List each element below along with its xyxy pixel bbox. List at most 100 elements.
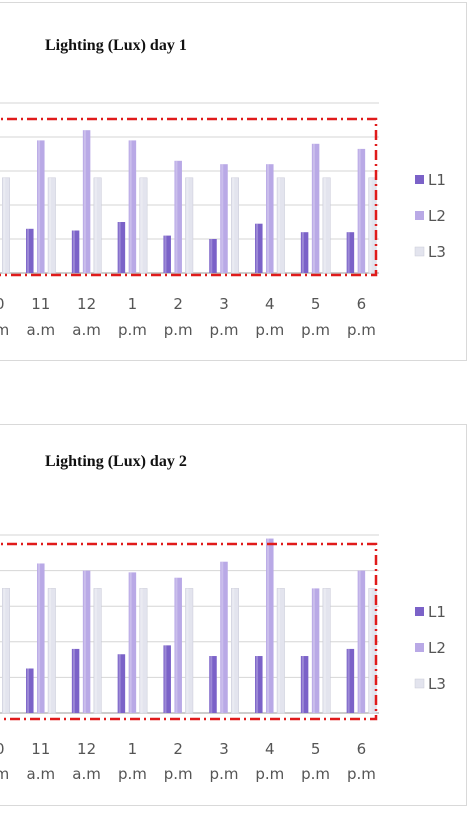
legend-label-L2: L2 — [428, 639, 446, 657]
legend-swatch-L1 — [415, 175, 424, 184]
bar-highlight — [186, 588, 189, 713]
series-L3 — [2, 177, 377, 274]
bar-highlight — [369, 588, 372, 713]
x-tick-sublabel: p.m — [301, 765, 330, 783]
bar-highlight — [129, 572, 132, 713]
x-tick-sublabel: p.m — [118, 765, 147, 783]
bar-L1-2 — [71, 648, 80, 713]
bar-L2-2 — [82, 570, 91, 713]
bar-L3-0 — [2, 177, 10, 274]
x-tick-label: 11 — [31, 740, 50, 758]
bar-L1-8 — [346, 232, 355, 273]
bar-L3-4 — [185, 177, 194, 274]
bar-highlight — [94, 588, 97, 713]
bar-highlight — [267, 538, 270, 713]
series-L2 — [37, 130, 366, 273]
bar-highlight — [256, 223, 259, 273]
bar-L2-6 — [266, 538, 274, 713]
bar-highlight — [221, 164, 224, 273]
x-tick-sublabel: p.m — [301, 321, 330, 339]
bar-L1-5 — [209, 239, 217, 273]
x-tick-label: 10 — [0, 295, 5, 313]
bar-highlight — [27, 228, 30, 273]
chart-panel-day2: Lighting (Lux) day 2 10 a.m 11 a.m 12 a.m 1 p.m… — [0, 424, 467, 806]
bar-L3-6 — [276, 588, 285, 714]
chart-title: Lighting (Lux) day 1 — [45, 37, 187, 54]
bar-highlight — [221, 561, 224, 713]
bar-L1-5 — [209, 656, 217, 713]
series-L1 — [26, 645, 355, 713]
x-tick-sublabel: a.m — [72, 765, 101, 783]
highlight-box — [0, 117, 378, 277]
series-L2 — [37, 538, 366, 713]
bar-L3-3 — [139, 588, 148, 714]
bar-highlight — [369, 177, 372, 273]
x-tick-label: 4 — [265, 295, 275, 313]
legend-swatch-L3 — [414, 246, 425, 257]
bar-highlight — [72, 648, 75, 713]
bar-highlight — [312, 143, 315, 273]
x-tick-sublabel: a.m — [0, 321, 9, 339]
bar-highlight — [232, 177, 235, 273]
chart-panel-day1: Lighting (Lux) day 1 10 a.m 11 a.m 12 a.m 1 p.m… — [0, 2, 467, 361]
x-tick-label: 5 — [311, 740, 321, 758]
bar-highlight — [83, 570, 86, 713]
x-tick-sublabel: p.m — [164, 321, 193, 339]
bar-L2-4 — [174, 577, 182, 713]
bar-highlight — [256, 656, 259, 713]
x-tick-label: 3 — [219, 740, 229, 758]
bar-highlight — [358, 148, 361, 273]
bar-L2-5 — [220, 164, 228, 273]
bar-highlight — [38, 140, 41, 273]
bar-L2-1 — [37, 563, 45, 713]
chart-title: Lighting (Lux) day 2 — [45, 453, 187, 470]
bar-highlight — [323, 588, 326, 713]
x-tick-label: 3 — [219, 295, 229, 313]
x-tick-label: 6 — [357, 295, 367, 313]
x-tick-sublabel: p.m — [255, 321, 284, 339]
x-tick-label: 4 — [265, 740, 275, 758]
bar-highlight — [49, 177, 52, 273]
x-tick-label: 5 — [311, 295, 321, 313]
x-tick-sublabel: p.m — [347, 321, 376, 339]
bar-L2-7 — [311, 143, 320, 273]
bar-highlight — [164, 645, 167, 713]
highlight-box — [0, 542, 378, 721]
bar-highlight — [278, 588, 281, 713]
x-tick-label: 6 — [357, 740, 367, 758]
bar-L3-7 — [322, 177, 331, 274]
bar-highlight — [301, 656, 304, 713]
bar-highlight — [72, 230, 75, 273]
legend-label-L1: L1 — [428, 603, 446, 621]
bar-L3-2 — [93, 177, 102, 274]
bar-highlight — [3, 588, 6, 713]
bar-L2-1 — [37, 140, 45, 273]
bar-highlight — [210, 656, 213, 713]
bar-L1-4 — [163, 235, 171, 273]
bar-L3-3 — [139, 177, 148, 274]
x-tick-sublabel: a.m — [72, 321, 101, 339]
bar-L2-3 — [128, 572, 137, 713]
x-tick-sublabel: p.m — [210, 321, 239, 339]
bar-highlight — [38, 563, 41, 713]
bar-highlight — [83, 130, 86, 273]
bar-L2-3 — [128, 140, 137, 273]
bar-L3-1 — [47, 177, 56, 274]
bar-highlight — [358, 570, 361, 713]
x-tick-labels: 10 a.m 11 a.m 12 a.m 1 p.m 2 p.m 3 p.m 4 p.m 5 p.m 6 p.m — [0, 295, 376, 339]
bar-L1-4 — [163, 645, 171, 713]
bar-L1-8 — [346, 648, 355, 713]
bar-chart-day2: 10 a.m 11 a.m 12 a.m 1 p.m 2 p.m 3 p.m 4 p.m 5 p.m 6 p.m L… — [0, 534, 446, 783]
x-tick-label: 1 — [128, 295, 138, 313]
x-tick-label: 11 — [31, 295, 50, 313]
bar-L3-6 — [276, 177, 285, 274]
bar-chart-day1: 10 a.m 11 a.m 12 a.m 1 p.m 2 p.m 3 p.m 4 p.m 5 p.m 6 p.m L… — [0, 102, 446, 339]
bar-L3-5 — [231, 588, 239, 714]
bar-L3-0 — [2, 588, 10, 714]
bar-L2-8 — [357, 570, 366, 713]
legend-swatch-L2 — [415, 211, 424, 220]
bar-highlight — [323, 177, 326, 273]
x-tick-label: 12 — [77, 740, 96, 758]
bar-L2-5 — [220, 561, 228, 713]
legend-label-L3: L3 — [428, 243, 446, 261]
